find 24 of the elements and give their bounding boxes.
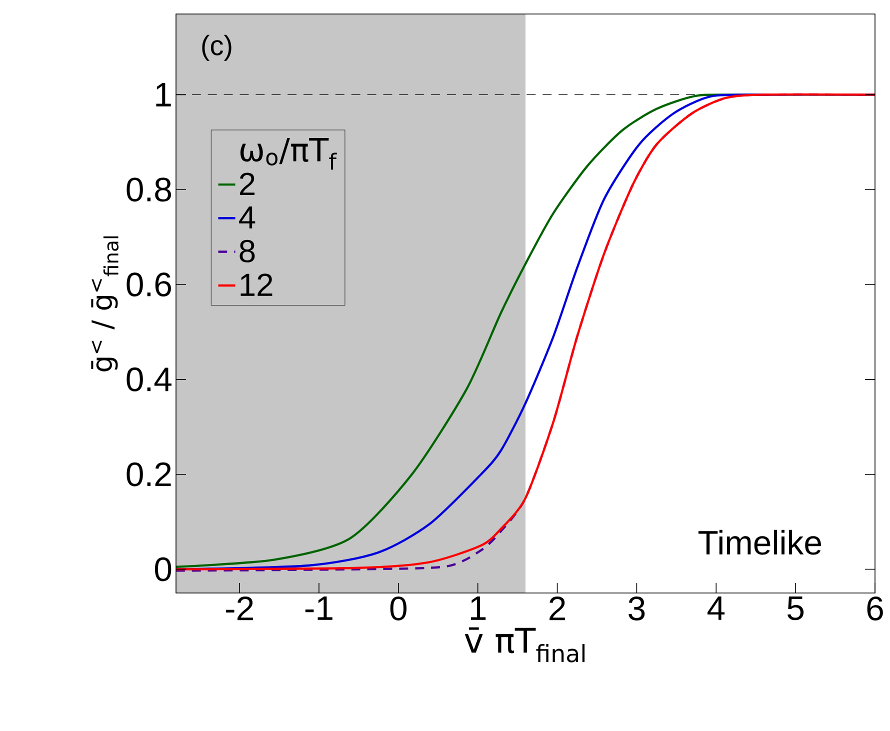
y-axis-title: ḡ$^{<}$ / ḡ$^{<}$final (91, 236, 119, 372)
x-tick-label: -1 (305, 596, 332, 620)
y-tick-label: 0.8 (126, 178, 172, 202)
legend-label: 2 (240, 172, 254, 195)
y-tick-label: 0.2 (126, 462, 171, 486)
y-tick-label: 0 (154, 557, 172, 582)
legend-label: 8 (240, 240, 255, 262)
x-tick-label: 5 (788, 596, 804, 620)
legend-label: 4 (239, 206, 256, 228)
legend-title: ω$_{o}$/πT$_{f}$ (240, 138, 337, 170)
y-tick-label: 0.4 (126, 367, 172, 392)
x-axis-title: v̄ πT$_{final}$ (464, 627, 585, 662)
x-tick-label: 4 (708, 596, 725, 620)
y-tick-label: 0.6 (126, 272, 171, 296)
annotation: Timelike (698, 530, 822, 555)
y-tick-label: 1 (156, 83, 171, 106)
x-tick-label: 2 (550, 596, 565, 620)
x-tick-label: 6 (867, 596, 883, 620)
x-tick-label: 0 (390, 596, 407, 620)
x-tick-label: 3 (628, 596, 645, 620)
legend-label: 12 (240, 274, 272, 296)
x-tick-label: 1 (471, 596, 486, 620)
annotation: (c) (202, 34, 232, 61)
x-tick-label: -2 (226, 596, 253, 620)
